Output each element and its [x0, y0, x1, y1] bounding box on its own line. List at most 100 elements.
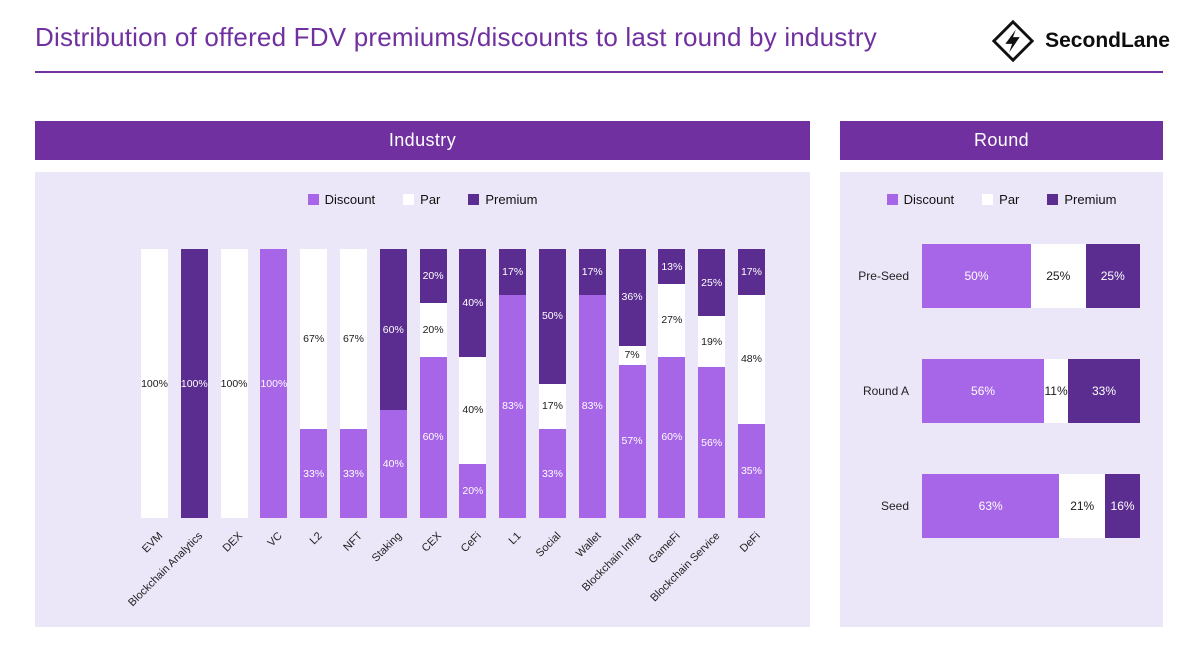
industry-bar: 100% EVM [140, 249, 168, 555]
segment-discount: 50% [922, 244, 1031, 308]
industry-bar: 83% 17% Wallet [574, 249, 606, 560]
stacked-bar: 33% 17% 50% [538, 249, 566, 518]
x-axis-label: GameFi [646, 530, 684, 567]
legend-label: Par [999, 192, 1020, 207]
stacked-bar: 20% 40% 40% [459, 249, 487, 518]
segment-premium: 33% [1068, 359, 1140, 423]
segment-par: 25% [1031, 244, 1086, 308]
industry-bar: 60% 27% 13% GameFi [647, 249, 686, 566]
industry-bar: 20% 40% 40% CeFi [459, 249, 487, 555]
stacked-bar: 50% 25% 25% [922, 244, 1140, 308]
x-axis-label: CeFi [459, 530, 485, 555]
industry-bar: 33% 17% 50% Social [534, 249, 566, 560]
segment-discount: 60% [658, 356, 686, 518]
round-bar-row: Pre-Seed 50% 25% 25% [846, 244, 1140, 308]
title-divider [35, 71, 1163, 73]
legend-item-par: Par [982, 192, 1019, 207]
segment-premium: 20% [419, 249, 447, 303]
segment-par: 100% [141, 249, 168, 518]
segment-discount: 40% [379, 410, 407, 518]
industry-bar: 40% 60% Staking [370, 249, 407, 564]
segment-discount: 83% [499, 294, 527, 518]
segment-discount: 33% [339, 429, 367, 518]
legend-label: Par [420, 192, 441, 207]
x-axis-label: NFT [341, 530, 365, 554]
page-title: Distribution of offered FDV premiums/dis… [35, 22, 877, 52]
x-axis-label: DeFi [737, 530, 763, 555]
stacked-bar: 63% 21% 16% [922, 474, 1140, 538]
round-bar-chart: Pre-Seed 50% 25% 25% Round A 56% 11% 33% Seed 63%… [846, 244, 1140, 589]
segment-discount: 56% [698, 367, 726, 518]
segment-premium: 60% [379, 249, 407, 411]
stacked-bar: 100% [220, 249, 248, 518]
brand-name: SecondLane [1045, 29, 1170, 52]
stacked-bar: 83% 17% [578, 249, 606, 518]
x-axis-label: CEX [419, 530, 445, 555]
segment-premium: 17% [578, 249, 606, 295]
segment-par: 20% [419, 302, 447, 357]
industry-bar: 33% 67% L2 [300, 249, 328, 547]
segment-premium: 16% [1105, 474, 1140, 538]
stacked-bar: 60% 27% 13% [658, 249, 686, 518]
segment-premium: 17% [737, 249, 765, 295]
industry-bar: 60% 20% 20% CEX [419, 249, 447, 554]
legend-swatch-par [403, 194, 415, 205]
legend-item-discount: Discount [307, 192, 376, 207]
segment-discount: 100% [260, 249, 288, 518]
segment-discount: 20% [459, 464, 487, 518]
y-axis-label: Seed [880, 499, 909, 513]
legend-item-par: Par [403, 192, 440, 207]
stacked-bar: 40% 60% [379, 249, 407, 518]
segment-par: 67% [300, 249, 328, 430]
legend-label: Discount [324, 192, 376, 207]
legend-label: Premium [1064, 192, 1117, 207]
round-chart-panel: Discount Par Premium Pre-Seed 50% 25% 25% Roun… [840, 172, 1163, 627]
stacked-bar: 35% 48% 17% [737, 249, 765, 518]
segment-premium: 36% [618, 249, 646, 346]
segment-par: 100% [220, 249, 248, 518]
segment-par: 7% [618, 345, 646, 365]
brand-logo: SecondLane [990, 18, 1170, 64]
industry-chart-panel: Discount Par Premium 100% EVM 100% Blockchain… [35, 172, 810, 627]
stacked-bar: 33% 67% [300, 249, 328, 518]
legend-swatch-premium [1047, 194, 1059, 205]
x-axis-label: EVM [140, 530, 166, 556]
legend-item-premium: Premium [1047, 192, 1116, 207]
segment-premium: 13% [658, 249, 686, 284]
stacked-bar: 57% 7% 36% [618, 249, 646, 518]
segment-premium: 100% [180, 249, 208, 518]
segment-premium: 40% [459, 249, 487, 357]
y-axis-label: Pre-Seed [858, 269, 909, 283]
x-axis-label: Blockchain Service [648, 530, 723, 605]
segment-par: 48% [737, 294, 765, 424]
segment-par: 19% [698, 316, 726, 368]
round-bar-row: Seed 63% 21% 16% [846, 474, 1140, 538]
x-axis-label: Blockchain Analytics [126, 530, 206, 609]
industry-bar: 57% 7% 36% Blockchain Infra [579, 249, 646, 594]
x-axis-label: Social [533, 530, 564, 560]
industry-bar: 35% 48% 17% DeFi [737, 249, 765, 555]
stacked-bar: 100% [260, 249, 288, 518]
legend-swatch-par [982, 194, 994, 205]
industry-panel-header: Industry [35, 121, 810, 160]
industry-bar: 100% VC [260, 249, 288, 549]
segment-premium: 25% [1085, 244, 1140, 308]
legend-swatch-discount [307, 194, 319, 205]
segment-par: 67% [339, 249, 367, 430]
x-axis-label: L1 [506, 530, 524, 548]
segment-premium: 50% [538, 249, 566, 384]
legend-item-premium: Premium [468, 192, 537, 207]
segment-discount: 83% [578, 294, 606, 518]
segment-discount: 33% [538, 429, 566, 518]
round-panel-header: Round [840, 121, 1163, 160]
x-axis-label: L2 [307, 530, 325, 548]
segment-par: 27% [658, 283, 686, 357]
segment-par: 21% [1059, 474, 1106, 538]
x-axis-label: Staking [370, 530, 405, 565]
industry-bar: 56% 19% 25% Blockchain Service [649, 249, 726, 604]
industry-bar: 100% DEX [220, 249, 248, 554]
segment-par: 40% [459, 356, 487, 465]
stacked-bar: 56% 19% 25% [698, 249, 726, 518]
segment-discount: 33% [300, 429, 328, 518]
legend-swatch-discount [886, 194, 898, 205]
